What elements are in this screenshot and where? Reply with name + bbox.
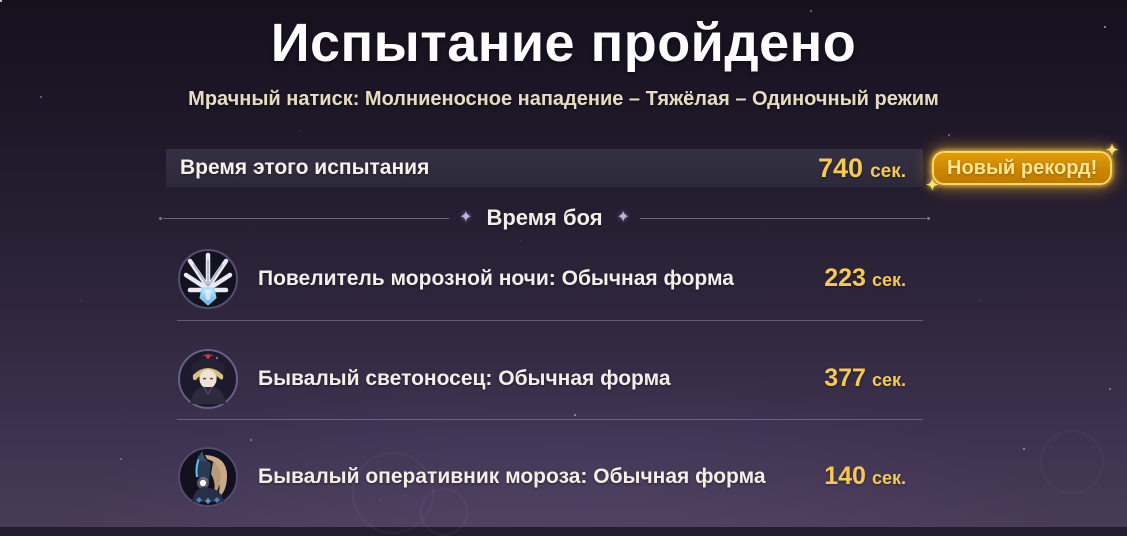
- lightkeeper-avatar-icon: [178, 348, 238, 409]
- starfield-decoration: [0, 0, 1, 1]
- new-record-badge: ✦ Новый рекорд! ✦: [926, 143, 1118, 193]
- trial-mode-subtitle: Мрачный натиск: Молниеносное нападение –…: [188, 88, 939, 110]
- starfield-decoration: [0, 0, 2, 2]
- boss-name: Бывалый оперативник мороза: Обычная форм…: [258, 464, 766, 488]
- boss-time-value: 140 сек.: [824, 462, 906, 491]
- boss-time-unit: сек.: [871, 370, 906, 390]
- boss-time-unit: сек.: [871, 270, 906, 290]
- divider-line: [158, 216, 450, 220]
- new-record-label: Новый рекорд!: [947, 156, 1098, 179]
- sparkle-icon: ✦: [926, 177, 939, 194]
- boss-time-number: 140: [824, 462, 866, 490]
- row-divider: [177, 320, 923, 321]
- trial-time-unit: сек.: [870, 160, 906, 182]
- boss-time-row: Повелитель морозной ночи: Обычная форма …: [166, 247, 923, 310]
- boss-time-unit: сек.: [871, 468, 906, 488]
- sparkle-icon: ✦: [459, 209, 473, 226]
- trial-time-label: Время этого испытания: [180, 156, 430, 179]
- page-title: Испытание пройдено: [270, 13, 857, 73]
- boss-name: Повелитель морозной ночи: Обычная форма: [258, 266, 734, 290]
- frostnight-lord-avatar-icon: [178, 248, 238, 309]
- boss-time-number: 223: [824, 264, 866, 292]
- boss-time-number: 377: [824, 364, 866, 392]
- boss-name: Бывалый светоносец: Обычная форма: [258, 366, 671, 390]
- boss-time-row: Бывалый оперативник мороза: Обычная форм…: [166, 445, 923, 508]
- trial-time-number: 740: [818, 152, 864, 183]
- combat-time-title: Время боя: [486, 205, 603, 230]
- bokeh-decoration: [1040, 430, 1104, 494]
- frost-operative-avatar-icon: [178, 446, 238, 507]
- combat-time-section-header: ✦ Время боя ✦: [158, 203, 931, 233]
- sparkle-icon: ✦: [1105, 142, 1119, 159]
- divider-line: [639, 216, 931, 220]
- boss-time-row: Бывалый светоносец: Обычная форма 377 се…: [166, 347, 923, 410]
- row-divider: [177, 419, 923, 420]
- boss-time-value: 377 сек.: [824, 364, 906, 393]
- boss-time-value: 223 сек.: [824, 264, 906, 293]
- trial-time-summary-bar: Время этого испытания 740 сек.: [166, 149, 923, 187]
- trial-time-value: 740 сек.: [818, 153, 906, 184]
- sparkle-icon: ✦: [616, 209, 630, 226]
